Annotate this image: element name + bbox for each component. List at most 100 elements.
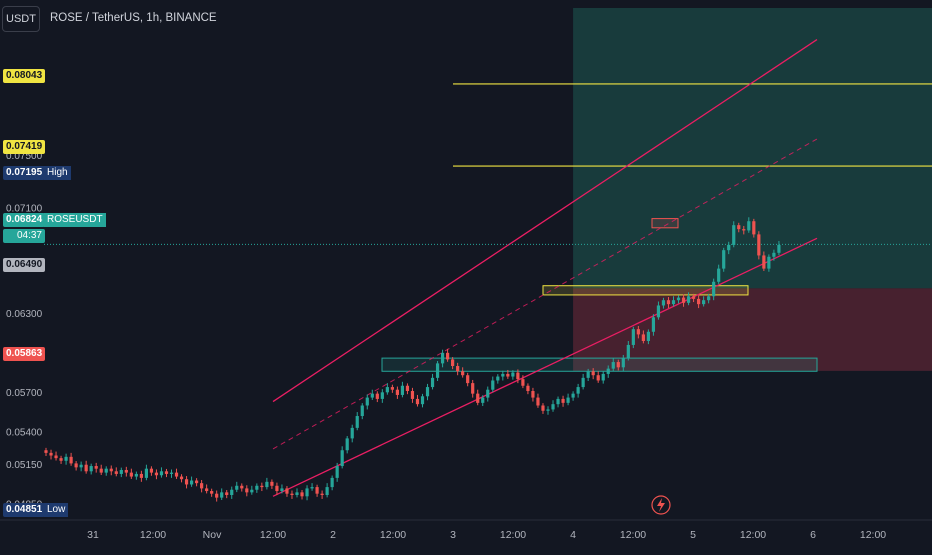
candle-body-8 [84, 464, 88, 472]
candle-body-88 [486, 389, 490, 398]
candle-body-43 [260, 485, 264, 488]
candle-body-59 [340, 450, 344, 467]
tp2-price-tag: 0.08043 [3, 69, 46, 83]
candle-body-100 [546, 409, 550, 411]
candle-body-7 [79, 464, 83, 468]
profit-zone [573, 8, 932, 289]
candle-body-142 [757, 234, 761, 256]
candle-body-48 [285, 488, 289, 494]
zone-box-2 [542, 285, 749, 296]
current-price-tag: 0.06824 [3, 213, 46, 227]
lightning-icon[interactable] [651, 495, 671, 515]
candle-body-62 [355, 416, 359, 428]
candle-body-120 [646, 331, 650, 341]
current-symbol-label: ROSEUSDT [44, 213, 106, 227]
candle-body-55 [320, 493, 324, 495]
candle-body-38 [235, 485, 239, 490]
candle-body-101 [551, 404, 555, 410]
candle-body-127 [681, 297, 686, 303]
candle-body-35 [220, 492, 224, 498]
candle-body-95 [521, 379, 525, 386]
x-tick-label-4: 2 [330, 529, 336, 541]
candle-body-134 [717, 268, 721, 282]
candle-body-20 [144, 468, 148, 478]
zone-box-3 [651, 218, 679, 229]
candle-body-126 [676, 297, 681, 301]
candle-body-54 [315, 487, 319, 494]
candle-body-105 [571, 393, 575, 398]
candle-body-70 [395, 389, 399, 395]
low-price-tag: 0.04851 [3, 503, 46, 517]
candle-body-19 [139, 473, 143, 478]
y-tick-label-7: 0.07500 [6, 151, 43, 162]
candle-body-107 [581, 377, 585, 388]
candle-body-50 [295, 492, 299, 495]
candle-body-5 [69, 456, 73, 464]
candle-body-60 [345, 438, 349, 451]
candle-body-106 [576, 387, 580, 394]
candle-body-75 [420, 396, 425, 405]
candle-body-132 [707, 296, 711, 301]
channel-upper-line [272, 39, 818, 403]
candle-body-65 [370, 393, 374, 398]
x-tick-label-11: 12:00 [740, 529, 766, 541]
candle-body-63 [360, 405, 364, 417]
candle-body-102 [556, 398, 560, 405]
candle-body-80 [446, 352, 450, 360]
candle-body-89 [491, 380, 495, 390]
x-tick-label-3: 12:00 [260, 529, 286, 541]
candle-body-125 [671, 300, 676, 305]
high-price-tag: 0.07195 [3, 166, 46, 180]
candle-body-56 [325, 487, 329, 495]
candle-body-34 [215, 493, 219, 498]
price-axis [0, 0, 44, 550]
candle-body-81 [451, 359, 455, 367]
candle-body-41 [250, 489, 254, 493]
candle-body-22 [154, 472, 159, 476]
x-tick-label-7: 12:00 [500, 529, 526, 541]
candle-body-129 [691, 296, 696, 299]
candle-body-46 [275, 485, 279, 492]
candle-body-11 [99, 468, 103, 473]
candle-body-33 [210, 491, 214, 494]
time-axis [0, 520, 932, 550]
candle-body-16 [124, 469, 128, 473]
candle-body-115 [621, 358, 625, 368]
candle-body-39 [240, 485, 244, 489]
low-label: Low [44, 503, 69, 517]
x-tick-label-13: 12:00 [860, 529, 886, 541]
candle-body-67 [380, 392, 384, 399]
candle-body-123 [661, 300, 666, 306]
candle-body-139 [742, 229, 746, 231]
x-tick-label-12: 6 [810, 529, 816, 541]
candle-body-25 [169, 472, 174, 474]
candle-body-15 [119, 469, 123, 474]
x-tick-label-0: 31 [87, 529, 99, 541]
x-tick-label-8: 4 [570, 529, 576, 541]
candle-body-37 [230, 489, 234, 495]
y-tick-label-2: 0.05400 [6, 427, 43, 438]
candle-body-1 [49, 452, 53, 456]
currency-button[interactable]: USDT [2, 6, 40, 32]
candle-body-72 [405, 385, 410, 392]
candle-body-57 [330, 477, 334, 488]
candle-body-53 [310, 487, 314, 489]
x-tick-label-1: 12:00 [140, 529, 166, 541]
candle-body-135 [722, 250, 726, 269]
entry-price-tag: 0.06490 [3, 258, 46, 272]
candle-body-136 [727, 244, 731, 251]
candle-body-91 [501, 373, 505, 377]
candle-body-133 [712, 281, 716, 297]
candle-body-144 [767, 256, 771, 269]
candle-body-10 [94, 466, 98, 469]
candle-body-36 [225, 492, 229, 495]
candle-body-98 [536, 397, 540, 406]
candle-body-90 [496, 376, 500, 381]
candle-body-6 [74, 463, 78, 468]
candle-body-103 [561, 398, 565, 403]
candle-body-108 [586, 371, 590, 378]
candle-body-141 [752, 221, 756, 235]
candle-body-31 [200, 483, 204, 489]
